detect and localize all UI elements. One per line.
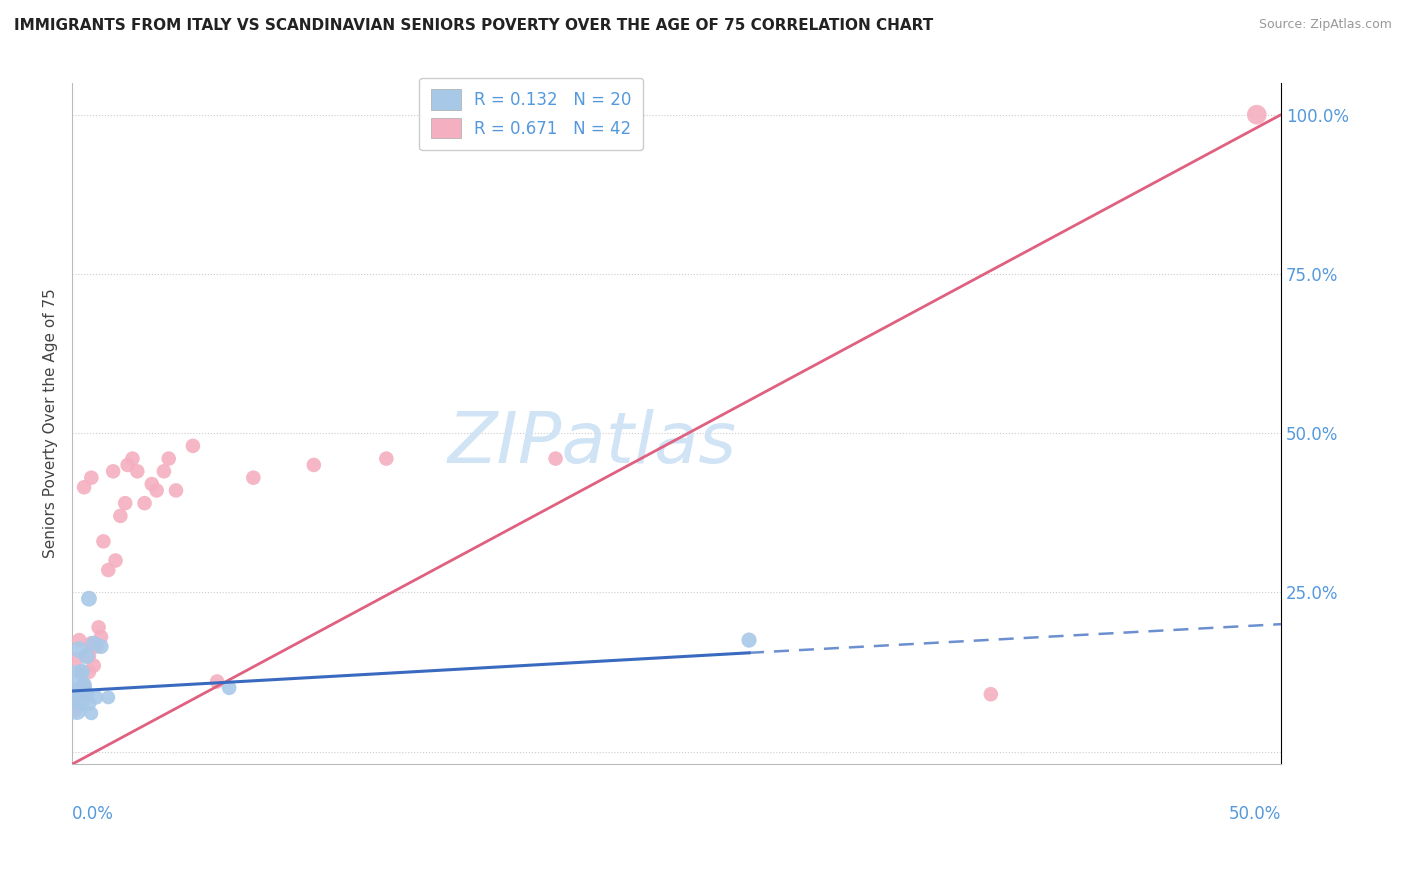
Point — [83, 658, 105, 673]
Point — [93, 534, 115, 549]
Point — [110, 508, 132, 523]
Point — [76, 648, 98, 663]
Point — [73, 678, 96, 692]
Point — [544, 451, 567, 466]
Point — [77, 648, 100, 663]
Point — [242, 471, 264, 485]
Point — [114, 496, 136, 510]
Point — [66, 687, 89, 701]
Point — [67, 633, 90, 648]
Point — [76, 687, 98, 701]
Point — [97, 563, 120, 577]
Point — [70, 697, 93, 711]
Point — [83, 636, 105, 650]
Point — [97, 690, 120, 705]
Text: 50.0%: 50.0% — [1229, 805, 1281, 823]
Point — [165, 483, 187, 498]
Point — [127, 464, 149, 478]
Point — [77, 665, 100, 679]
Point — [63, 703, 86, 717]
Point — [101, 464, 124, 478]
Point — [76, 687, 98, 701]
Point — [67, 684, 90, 698]
Point — [104, 553, 127, 567]
Point — [73, 480, 96, 494]
Point — [980, 687, 1002, 701]
Point — [738, 633, 761, 648]
Text: Source: ZipAtlas.com: Source: ZipAtlas.com — [1258, 18, 1392, 31]
Legend: R = 0.132   N = 20, R = 0.671   N = 42: R = 0.132 N = 20, R = 0.671 N = 42 — [419, 78, 644, 150]
Point — [77, 591, 100, 606]
Point — [181, 439, 204, 453]
Point — [302, 458, 325, 472]
Point — [218, 681, 240, 695]
Point — [70, 665, 93, 679]
Point — [70, 687, 93, 701]
Point — [145, 483, 167, 498]
Point — [67, 642, 90, 657]
Point — [84, 690, 107, 705]
Point — [80, 706, 103, 721]
Point — [66, 687, 89, 701]
Point — [117, 458, 139, 472]
Point — [80, 471, 103, 485]
Point — [121, 451, 143, 466]
Point — [73, 681, 96, 695]
Point — [375, 451, 398, 466]
Point — [90, 640, 112, 654]
Point — [63, 697, 86, 711]
Text: IMMIGRANTS FROM ITALY VS SCANDINAVIAN SENIORS POVERTY OVER THE AGE OF 75 CORRELA: IMMIGRANTS FROM ITALY VS SCANDINAVIAN SE… — [14, 18, 934, 33]
Point — [84, 640, 107, 654]
Point — [66, 652, 89, 666]
Point — [157, 451, 180, 466]
Point — [1246, 108, 1268, 122]
Point — [205, 674, 228, 689]
Point — [90, 630, 112, 644]
Y-axis label: Seniors Poverty Over the Age of 75: Seniors Poverty Over the Age of 75 — [44, 289, 58, 558]
Point — [67, 693, 90, 707]
Point — [70, 665, 93, 679]
Point — [87, 620, 110, 634]
Point — [63, 671, 86, 685]
Point — [66, 703, 89, 717]
Point — [73, 678, 96, 692]
Point — [77, 697, 100, 711]
Text: 0.0%: 0.0% — [72, 805, 114, 823]
Point — [141, 477, 163, 491]
Point — [153, 464, 176, 478]
Point — [80, 636, 103, 650]
Point — [134, 496, 156, 510]
Text: ZIPatlas: ZIPatlas — [447, 409, 737, 478]
